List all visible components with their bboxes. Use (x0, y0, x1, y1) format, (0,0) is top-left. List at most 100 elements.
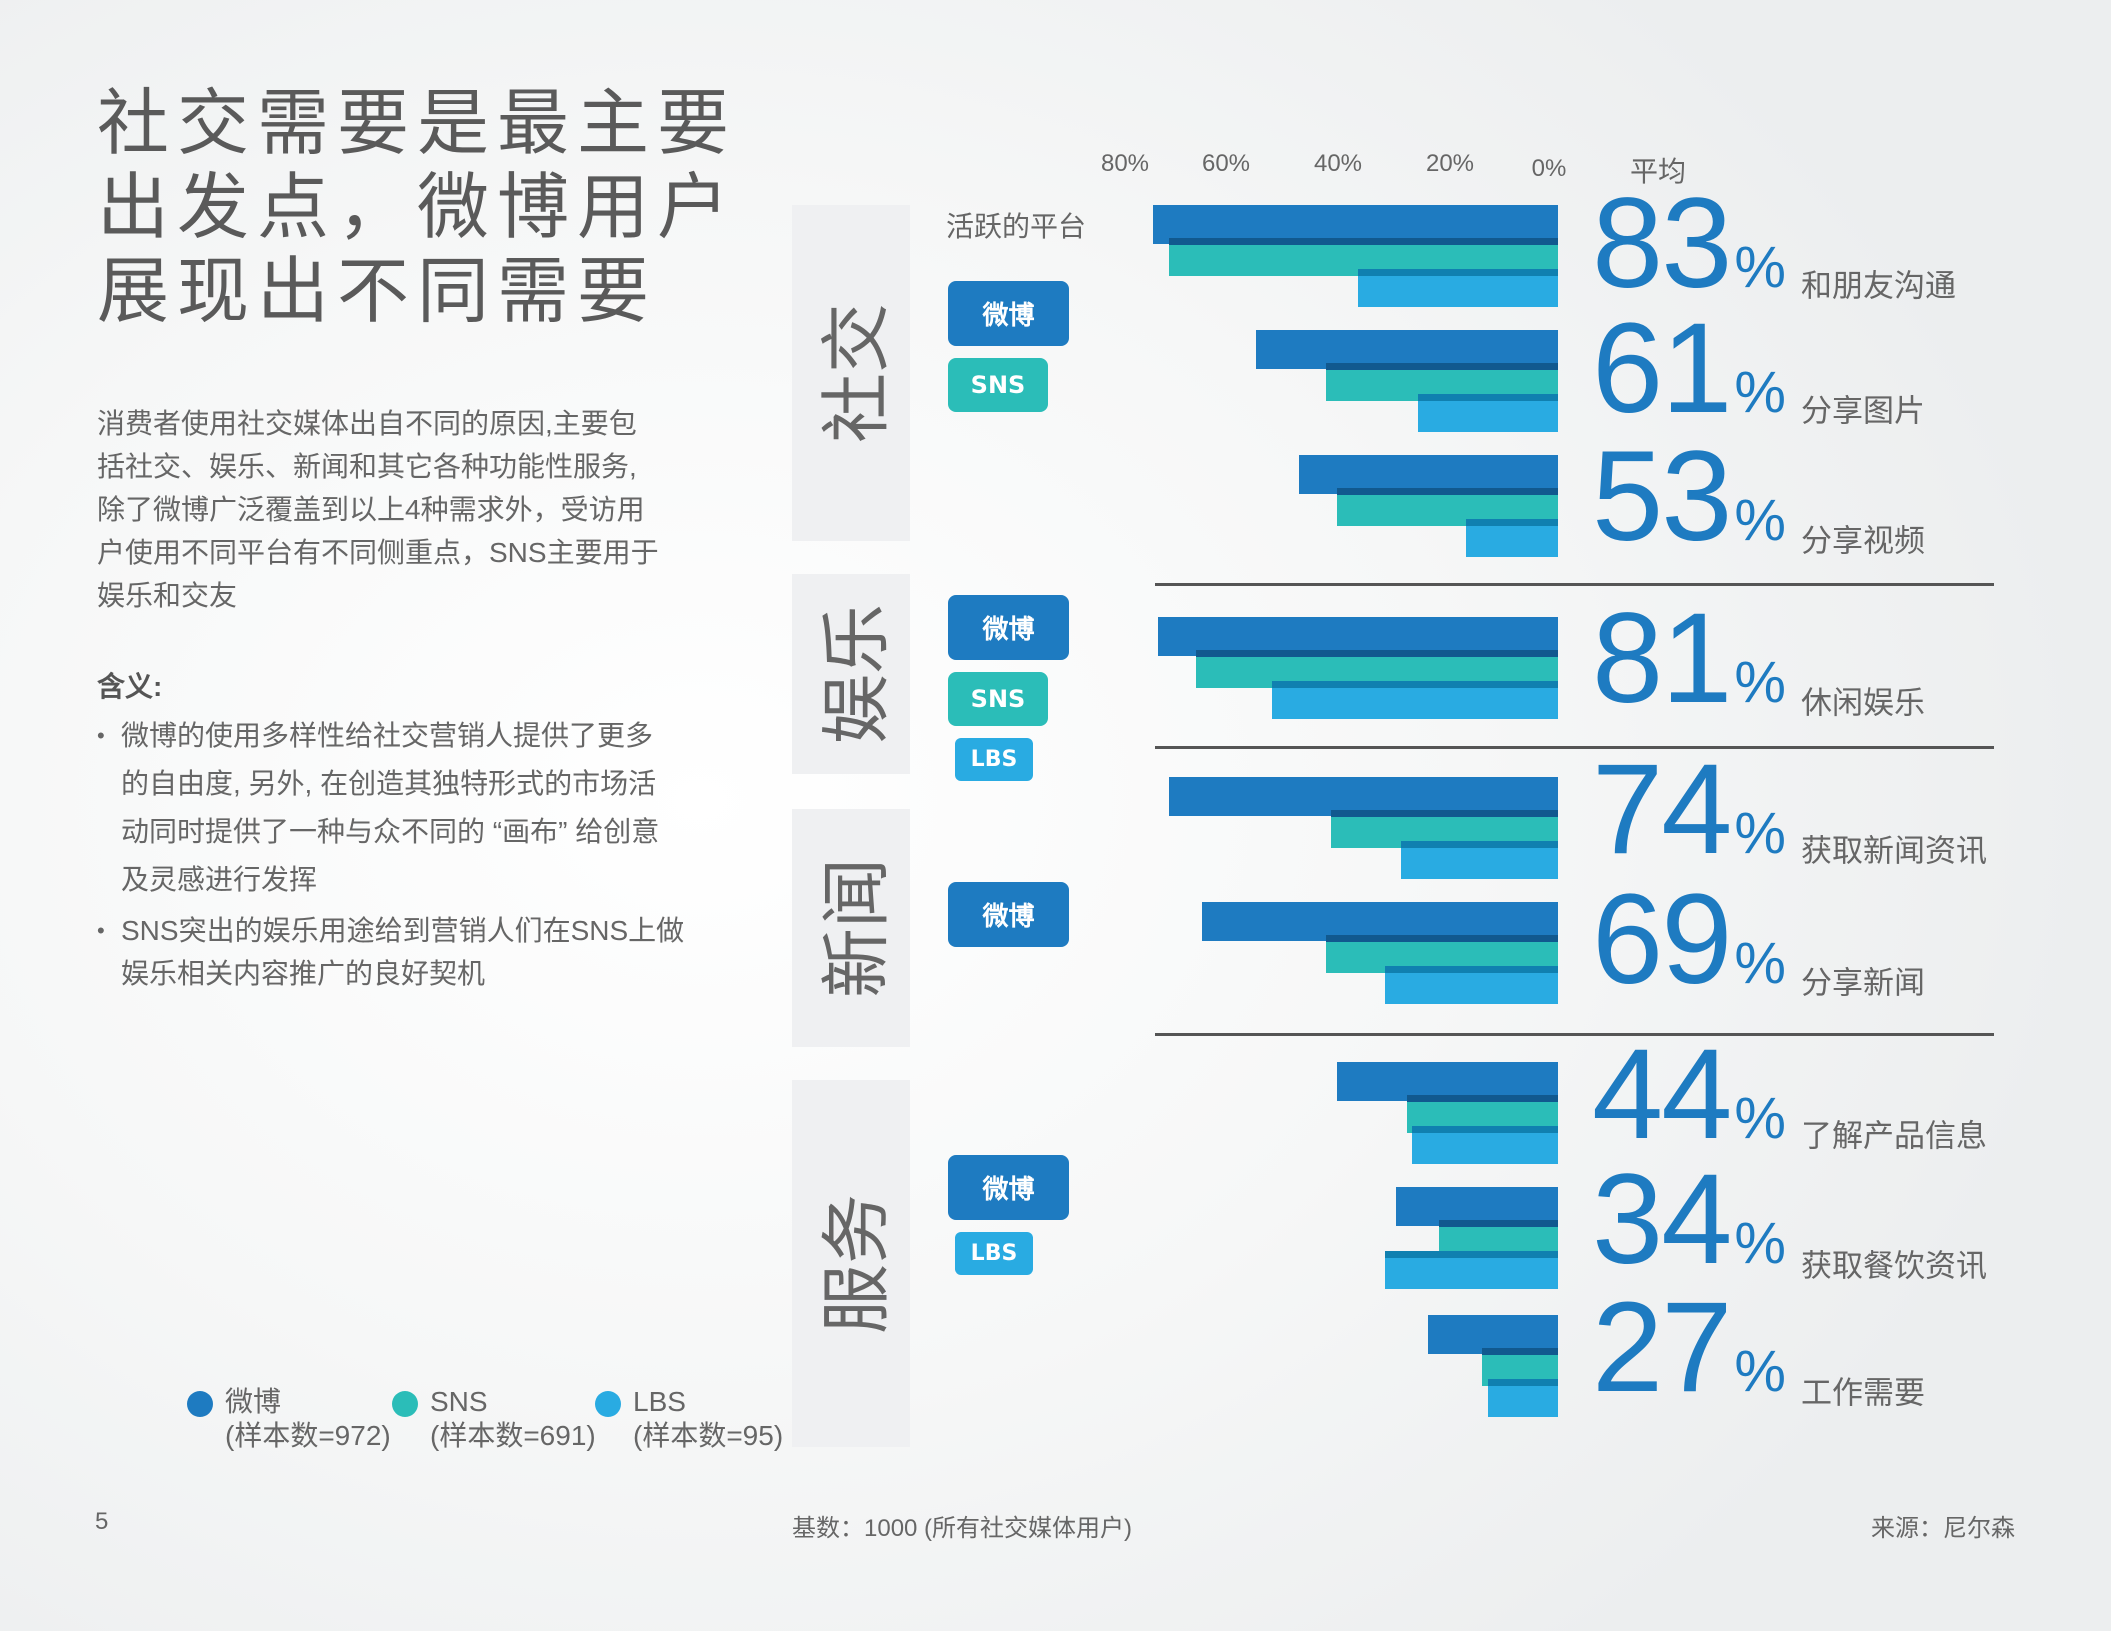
legend-swatch-icon (595, 1391, 621, 1417)
bar-weibo (1336, 1062, 1558, 1101)
row-label: 获取新闻资讯 (1801, 833, 1987, 869)
row-label: 分享视频 (1801, 523, 1925, 559)
platform-heading: 活跃的平台 (946, 211, 1087, 242)
average-number: 61 (1592, 297, 1732, 440)
average-value: 34% (1592, 1156, 1786, 1284)
percent-sign: % (1734, 235, 1786, 300)
legend-item-lbs: LBS (样本数=95) (595, 1385, 784, 1453)
group-divider (1155, 583, 1994, 586)
badge-weibo: 微博 (948, 1155, 1069, 1220)
badge-weibo: 微博 (948, 595, 1069, 660)
legend-label: LBS (633, 1386, 686, 1417)
badge-weibo: 微博 (948, 882, 1069, 947)
badge-lbs: LBS (955, 738, 1033, 781)
legend-sample: (样本数=972) (225, 1420, 391, 1451)
bullet-item: • SNS突出的娱乐用途给到营销人们在SNS上做 娱乐相关内容推广的良好契机 (97, 909, 697, 995)
bar-weibo (1428, 1315, 1558, 1354)
bullet-line: 动同时提供了一种与众不同的 “画布” 给创意 (121, 816, 660, 847)
average-value: 69% (1592, 876, 1786, 1004)
legend-sample: (样本数=691) (430, 1420, 596, 1451)
x-tick-label: 60% (1201, 150, 1251, 177)
percent-sign: % (1734, 360, 1786, 425)
intro-line: 户使用不同平台有不同侧重点，SNS主要用于 (97, 537, 659, 568)
legend-item-sns: SNS (样本数=691) (392, 1385, 596, 1453)
page-title: 社交需要是最主要 出发点，微博用户 展现出不同需要 (97, 82, 737, 334)
bullet-line: 娱乐相关内容推广的良好契机 (121, 958, 486, 989)
intro-line: 娱乐和交友 (97, 580, 238, 611)
average-number: 34 (1592, 1148, 1732, 1291)
percent-sign: % (1734, 931, 1786, 996)
bar-weibo (1396, 1187, 1558, 1226)
x-tick-label: 80% (1100, 150, 1150, 177)
legend-swatch-icon (392, 1391, 418, 1417)
average-number: 27 (1592, 1276, 1732, 1419)
legend-sample: (样本数=95) (633, 1420, 784, 1451)
badge-lbs: LBS (955, 1232, 1033, 1275)
category-panel-entertainment: 娱乐 (792, 574, 910, 774)
average-number: 53 (1592, 425, 1732, 568)
legend-label: SNS (430, 1386, 488, 1417)
base-note: 基数：1000 (所有社交媒体用户) (792, 1515, 1133, 1542)
legend-item-weibo: 微博 (样本数=972) (187, 1385, 391, 1453)
bullet-line: 微博的使用多样性给社交营销人提供了更多 (121, 720, 654, 751)
row-label: 获取餐饮资讯 (1801, 1248, 1987, 1284)
average-heading: 平均 (1630, 156, 1687, 187)
percent-sign: % (1734, 1211, 1786, 1276)
bullet-icon: • (97, 918, 105, 943)
title-line: 社交需要是最主要 (97, 84, 738, 164)
category-label: 娱乐 (817, 604, 896, 744)
badge-sns: SNS (948, 358, 1048, 412)
bar-weibo (1153, 205, 1558, 244)
row-label: 分享图片 (1801, 393, 1925, 429)
average-value: 81% (1592, 595, 1786, 723)
bar-lbs (1466, 519, 1558, 557)
category-panel-social: 社交 (792, 205, 910, 541)
category-label: 新闻 (817, 858, 896, 998)
legend-swatch-icon (187, 1391, 213, 1417)
percent-sign: % (1734, 650, 1786, 715)
badge-weibo: 微博 (948, 281, 1069, 346)
intro-line: 消费者使用社交媒体出自不同的原因,主要包 (97, 408, 637, 439)
row-label: 分享新闻 (1801, 965, 1925, 1001)
bar-weibo (1201, 902, 1558, 941)
x-tick-label: 40% (1313, 150, 1363, 177)
category-panel-news: 新闻 (792, 809, 910, 1047)
bar-weibo (1158, 617, 1558, 656)
bullet-line: 及灵感进行发挥 (121, 864, 318, 895)
category-label: 社交 (817, 303, 896, 443)
title-line: 出发点，微博用户 (97, 168, 738, 248)
implications-heading: 含义: (97, 671, 163, 702)
row-label: 了解产品信息 (1801, 1118, 1987, 1154)
average-number: 81 (1592, 587, 1732, 730)
average-number: 44 (1592, 1023, 1732, 1166)
row-label: 和朋友沟通 (1801, 268, 1956, 304)
badge-sns: SNS (948, 672, 1048, 726)
bar-weibo (1298, 455, 1558, 494)
bar-weibo (1169, 777, 1558, 816)
bar-lbs (1271, 681, 1558, 719)
percent-sign: % (1734, 488, 1786, 553)
row-label: 休闲娱乐 (1801, 685, 1925, 721)
bar-lbs (1385, 966, 1558, 1004)
source-note: 来源：尼尔森 (1871, 1515, 2015, 1542)
category-label: 服务 (817, 1193, 896, 1334)
x-tick-label: 20% (1425, 150, 1475, 177)
bullet-item: • 微博的使用多样性给社交营销人提供了更多 的自由度, 另外, 在创造其独特形式… (97, 712, 697, 904)
percent-sign: % (1734, 1086, 1786, 1151)
intro-line: 除了微博广泛覆盖到以上4种需求外，受访用 (97, 494, 645, 525)
bar-lbs (1401, 841, 1558, 879)
bullet-icon: • (97, 723, 105, 748)
percent-sign: % (1734, 801, 1786, 866)
title-line: 展现出不同需要 (97, 252, 658, 332)
average-number: 69 (1592, 868, 1732, 1011)
bar-lbs (1487, 1379, 1558, 1417)
category-panel-service: 服务 (792, 1080, 910, 1447)
average-value: 61% (1592, 305, 1786, 433)
bar-lbs (1385, 1251, 1558, 1289)
average-number: 83 (1592, 172, 1732, 315)
group-divider (1155, 746, 1994, 749)
row-label: 工作需要 (1801, 1375, 1925, 1411)
intro-line: 括社交、娱乐、新闻和其它各种功能性服务, (97, 451, 637, 482)
bullet-line: SNS突出的娱乐用途给到营销人们在SNS上做 (121, 915, 685, 946)
intro-paragraph: 消费者使用社交媒体出自不同的原因,主要包 括社交、娱乐、新闻和其它各种功能性服务… (97, 402, 697, 617)
